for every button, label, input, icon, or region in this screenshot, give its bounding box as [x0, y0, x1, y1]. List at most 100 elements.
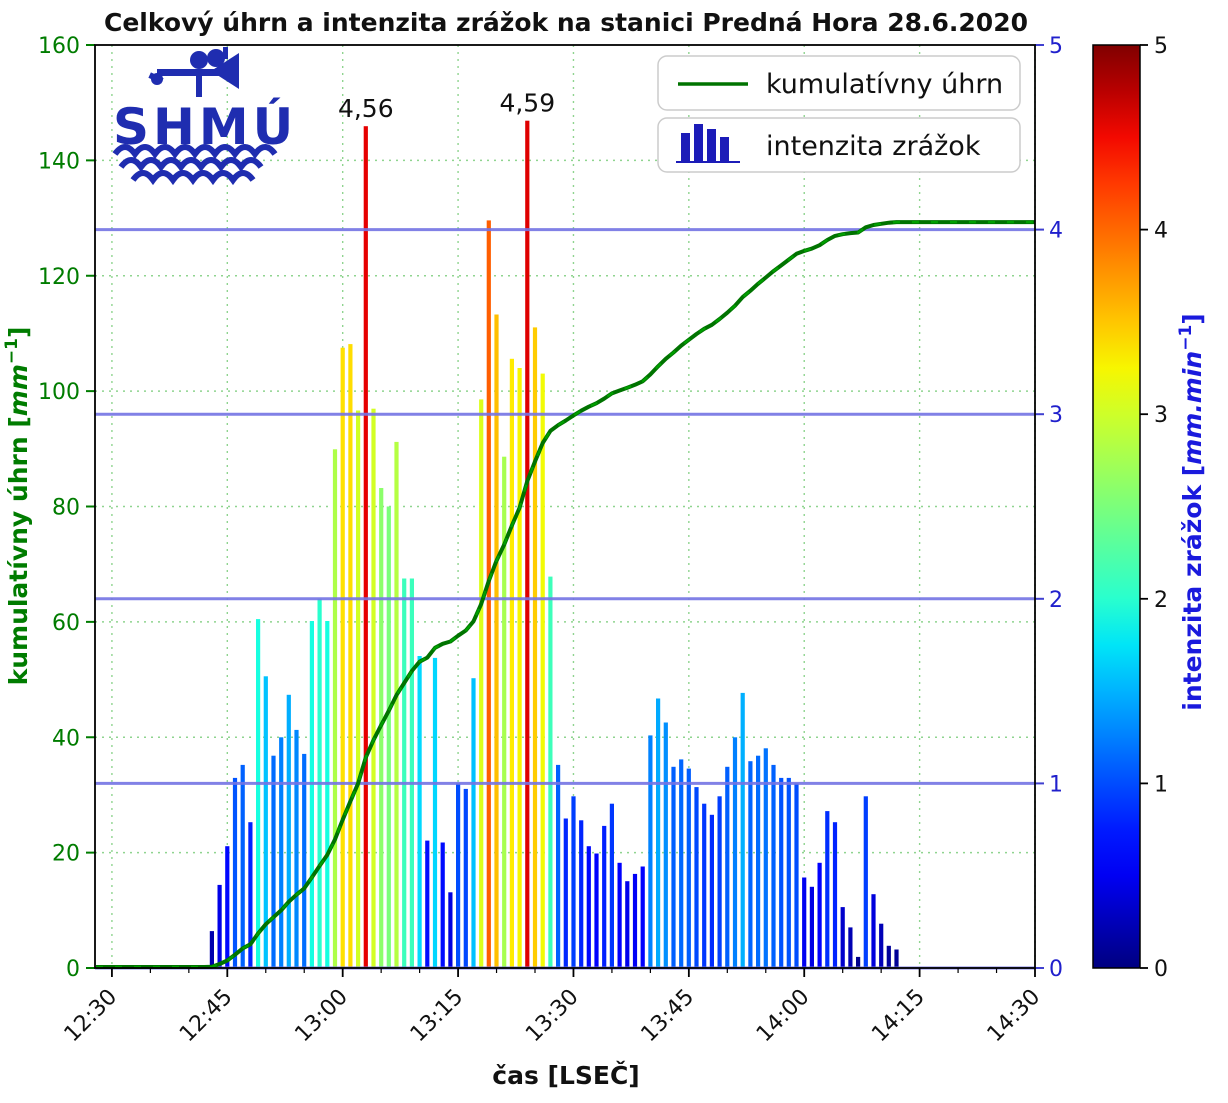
intensity-bar	[348, 344, 353, 969]
intensity-bar	[217, 884, 222, 968]
legend-box-bars	[657, 117, 1021, 173]
intensity-bar	[871, 894, 876, 968]
intensity-bar	[509, 358, 514, 968]
intensity-bar	[794, 783, 799, 968]
annotation-peak-1: 4,56	[338, 94, 394, 123]
y-left-tick-label: 140	[38, 149, 80, 174]
intensity-bar	[671, 766, 676, 968]
y-right-tick-label: 5	[1049, 34, 1063, 59]
intensity-bar	[656, 698, 661, 968]
intensity-bar	[417, 656, 422, 968]
colorbar-tick-label: 5	[1154, 34, 1168, 59]
y-left-tick-label: 100	[38, 380, 80, 405]
intensity-bar	[740, 692, 745, 968]
intensity-bar	[586, 846, 591, 968]
intensity-bar	[840, 907, 845, 968]
intensity-bar	[225, 846, 230, 968]
intensity-bar	[786, 777, 791, 968]
intensity-bar	[248, 822, 253, 968]
intensity-bar	[232, 777, 238, 968]
intensity-bar	[632, 873, 638, 968]
intensity-bar	[340, 347, 345, 968]
intensity-bar	[694, 787, 699, 968]
intensity-bar	[579, 820, 584, 968]
intensity-bar	[363, 126, 368, 968]
intensity-bar	[209, 931, 214, 968]
intensity-bar	[594, 853, 599, 968]
intensity-bar	[556, 764, 561, 968]
colorbar-tick-label: 1	[1154, 772, 1168, 797]
intensity-bar	[432, 657, 438, 968]
axis-label-text: intenzita zrážok [	[1178, 465, 1207, 711]
intensity-bar	[732, 737, 738, 969]
shmu-logo: SHMÚ	[112, 47, 293, 186]
intensity-bar	[471, 678, 476, 968]
intensity-bar	[702, 803, 707, 968]
x-tick-label: 13:30	[521, 985, 584, 1048]
axis-label-text: kumulatívny úhrn [	[4, 416, 33, 685]
legend-line-label: kumulatívny úhrn	[766, 69, 1003, 100]
intensity-bar	[563, 818, 568, 968]
intensity-bar	[540, 373, 545, 969]
intensity-bar	[571, 796, 576, 968]
intensity-bar	[325, 621, 330, 968]
chart-title: Celkový úhrn a intenzita zrážok na stani…	[104, 8, 1028, 37]
axis-label-unit: mm	[4, 364, 33, 416]
intensity-bar	[448, 892, 453, 968]
intensity-bar	[825, 811, 830, 968]
legend-bar-icon-1	[681, 133, 690, 161]
colorbar-ticks: 0 1 2 3 4 5	[1140, 34, 1168, 982]
x-tick-label: 14:30	[983, 985, 1046, 1048]
legend-bars-icon	[676, 124, 740, 163]
intensity-bar	[394, 441, 399, 968]
intensity-bar	[371, 408, 376, 968]
intensity-bar	[602, 825, 607, 968]
intensity-bar	[679, 759, 684, 968]
legend-box-line	[657, 55, 1021, 111]
legend-bar-icon-4	[720, 137, 729, 161]
intensity-bar	[863, 796, 868, 968]
intensity-bar	[502, 456, 507, 968]
intensity-bar	[332, 449, 338, 968]
intensity-bar	[748, 761, 753, 968]
intensity-bar	[309, 621, 314, 968]
axis-label-unit: mm.min	[1178, 351, 1207, 465]
intensity-bar	[717, 796, 722, 968]
colorbar-axis-label: intenzita zrážok [mm.min−1]	[1176, 313, 1207, 710]
intensity-bar	[409, 578, 414, 968]
intensity-bar	[663, 722, 668, 968]
intensity-bar	[463, 788, 468, 968]
intensity-bar	[494, 314, 499, 968]
intensity-bar	[709, 814, 714, 968]
intensity-bar	[848, 927, 853, 968]
intensity-bar	[686, 768, 691, 968]
colorbar: 0 1 2 3 4 5	[1092, 34, 1168, 982]
intensity-bar	[240, 764, 245, 968]
intensity-bars	[209, 120, 899, 969]
intensity-bar	[879, 923, 884, 968]
x-tick-label: 13:45	[637, 985, 700, 1048]
intensity-bar	[386, 506, 391, 968]
x-tick-label: 14:15	[867, 985, 930, 1048]
intensity-bar	[279, 737, 284, 969]
y-left-tick-label: 120	[38, 265, 80, 290]
annotation-peak-2: 4,59	[499, 89, 555, 118]
axis-label-bracket: ]	[4, 327, 33, 338]
y-left-tick-label: 20	[52, 842, 80, 867]
y-left-axis-label: kumulatívny úhrn [mm−1]	[2, 327, 33, 686]
intensity-bar	[640, 866, 645, 968]
x-tick-label: 13:15	[406, 985, 469, 1048]
y-right-tick-label: 1	[1049, 772, 1063, 797]
y-left-tick-label: 40	[52, 726, 80, 751]
intensity-bar	[817, 862, 822, 968]
cumulative-line-layer	[96, 220, 1035, 969]
legend-bar-icon-2	[694, 124, 703, 161]
x-tick-label: 12:30	[60, 985, 123, 1048]
intensity-bar	[548, 576, 553, 968]
intensity-bar	[771, 764, 776, 968]
intensity-bar	[856, 956, 861, 968]
intensity-bar	[763, 748, 768, 968]
intensity-bar	[832, 822, 838, 968]
intensity-bar	[456, 783, 461, 968]
